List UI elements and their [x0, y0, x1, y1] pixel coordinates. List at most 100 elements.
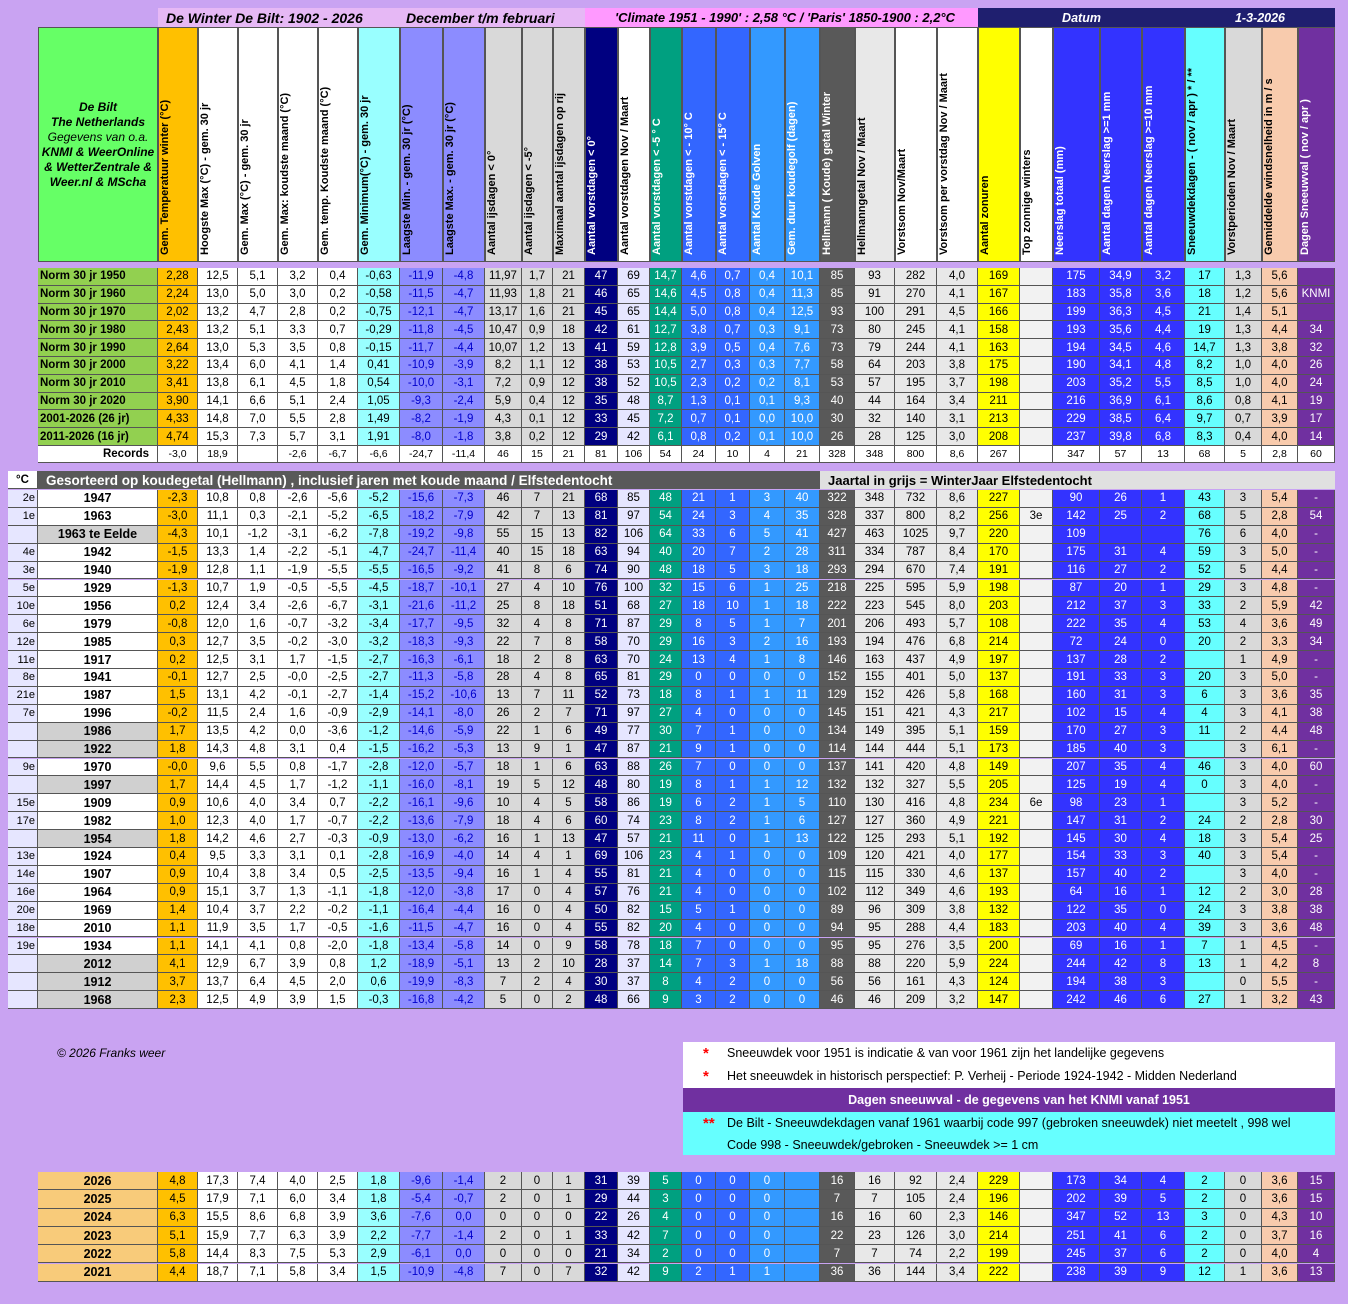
column-header: Gem. temp. Koudste maand (°C): [318, 27, 358, 262]
cell: 2: [1225, 812, 1262, 831]
cell: 72: [1053, 633, 1100, 652]
row-label: Norm 30 jr 1950: [38, 268, 158, 286]
cell: 4,5: [158, 1190, 198, 1209]
cell: 12: [553, 410, 585, 429]
cell: 194: [1053, 339, 1100, 357]
cell: 3,2: [278, 268, 318, 286]
cell: 22: [585, 1208, 618, 1227]
rank: 19e: [8, 937, 38, 956]
cell: [1185, 973, 1225, 992]
cell: 18: [785, 955, 820, 974]
cell: 18: [553, 321, 585, 340]
cell: 0,2: [318, 303, 358, 322]
cell: 27: [650, 597, 682, 616]
cell: 1: [750, 686, 785, 705]
cell: 0: [785, 973, 820, 992]
cell: [1020, 321, 1053, 340]
cell: 1,1: [522, 357, 553, 375]
cell: 7: [682, 722, 716, 741]
cell: -: [1298, 525, 1335, 544]
cell: -2,2: [358, 812, 400, 831]
cell: 11: [682, 830, 716, 848]
cell: 18: [485, 651, 522, 669]
row-label: Norm 30 jr 2000: [38, 357, 158, 375]
cell: 0: [682, 1172, 716, 1191]
cell: 36: [820, 1263, 855, 1282]
cell: 1,0: [158, 812, 198, 831]
cell: 36: [855, 1263, 895, 1282]
cell: 39: [1100, 1263, 1142, 1282]
cell: 220: [895, 955, 937, 974]
cell: 35,8: [1100, 285, 1142, 304]
cell: 2: [750, 543, 785, 562]
cell: 0: [785, 704, 820, 723]
cell: 7,6: [785, 339, 820, 357]
cell: [1020, 410, 1053, 429]
cell: 11,97: [485, 268, 522, 286]
cell: -16,8: [400, 991, 443, 1010]
cell: 15,5: [198, 1208, 238, 1227]
cell: 3,8: [937, 901, 978, 920]
column-header: Sneeuwdekdagen - ( nov / apr ) * / **: [1185, 27, 1225, 262]
cell: [1020, 919, 1053, 938]
cell: 4: [682, 848, 716, 866]
cell: 3,1: [278, 848, 318, 866]
record-cell: 21: [553, 446, 585, 463]
cell: 5,3: [238, 339, 278, 357]
cell: 191: [1053, 669, 1100, 687]
cell: -: [1298, 865, 1335, 884]
cell: 166: [978, 303, 1020, 322]
source-line: De Bilt: [78, 99, 117, 114]
cell: 3,0: [1262, 883, 1298, 902]
cell: -1,2: [358, 722, 400, 741]
cell: 44: [618, 1190, 650, 1209]
cell: 125: [855, 830, 895, 848]
cell: 0: [750, 1190, 785, 1209]
cell: 127: [820, 812, 855, 831]
cell: 40: [650, 543, 682, 562]
cell: 4,0: [1262, 1245, 1298, 1264]
cell: 5,8: [937, 686, 978, 705]
cell: 0: [785, 901, 820, 920]
cell: -2,8: [358, 758, 400, 777]
cell: 5,0: [682, 303, 716, 322]
cell: 12,5: [785, 303, 820, 322]
cell: 6: [553, 758, 585, 777]
column-header: Aantal vorstdagen < - 10° C: [682, 27, 716, 262]
cell: 1: [1142, 490, 1185, 508]
cell: 21: [553, 268, 585, 286]
cell: 476: [895, 633, 937, 652]
cell: 6: [682, 794, 716, 813]
cell: 0,7: [716, 321, 750, 340]
cell: -4,8: [443, 1263, 485, 1282]
cell: 29: [585, 1190, 618, 1209]
cell: -1,4: [443, 1226, 485, 1246]
cell: [1020, 268, 1053, 286]
cell: 5: [785, 794, 820, 813]
cell: 4: [682, 883, 716, 902]
cell: 16: [820, 1208, 855, 1227]
year: 1940: [38, 561, 158, 580]
cell: 8: [553, 669, 585, 687]
cell: 76: [1185, 525, 1225, 544]
cell: 46: [585, 285, 618, 304]
cell: 46: [1100, 991, 1142, 1010]
cell: -0,7: [318, 812, 358, 831]
cell: [1020, 1263, 1053, 1282]
year: 1941: [38, 669, 158, 687]
cell: 2: [522, 973, 553, 992]
cell: -5,7: [443, 758, 485, 777]
cell: 1,6: [238, 615, 278, 634]
cell: 74: [618, 812, 650, 831]
cell: -: [1298, 740, 1335, 759]
cell: 309: [895, 901, 937, 920]
cell: -: [1298, 579, 1335, 598]
cell: 13,0: [198, 285, 238, 304]
cell: 198: [978, 579, 1020, 598]
cell: -1,5: [158, 543, 198, 562]
cell: 12,9: [198, 955, 238, 974]
cell: 27: [1185, 991, 1225, 1010]
cell: 14,8: [198, 410, 238, 429]
cell: 5: [485, 991, 522, 1010]
cell: 4,0: [1262, 525, 1298, 544]
